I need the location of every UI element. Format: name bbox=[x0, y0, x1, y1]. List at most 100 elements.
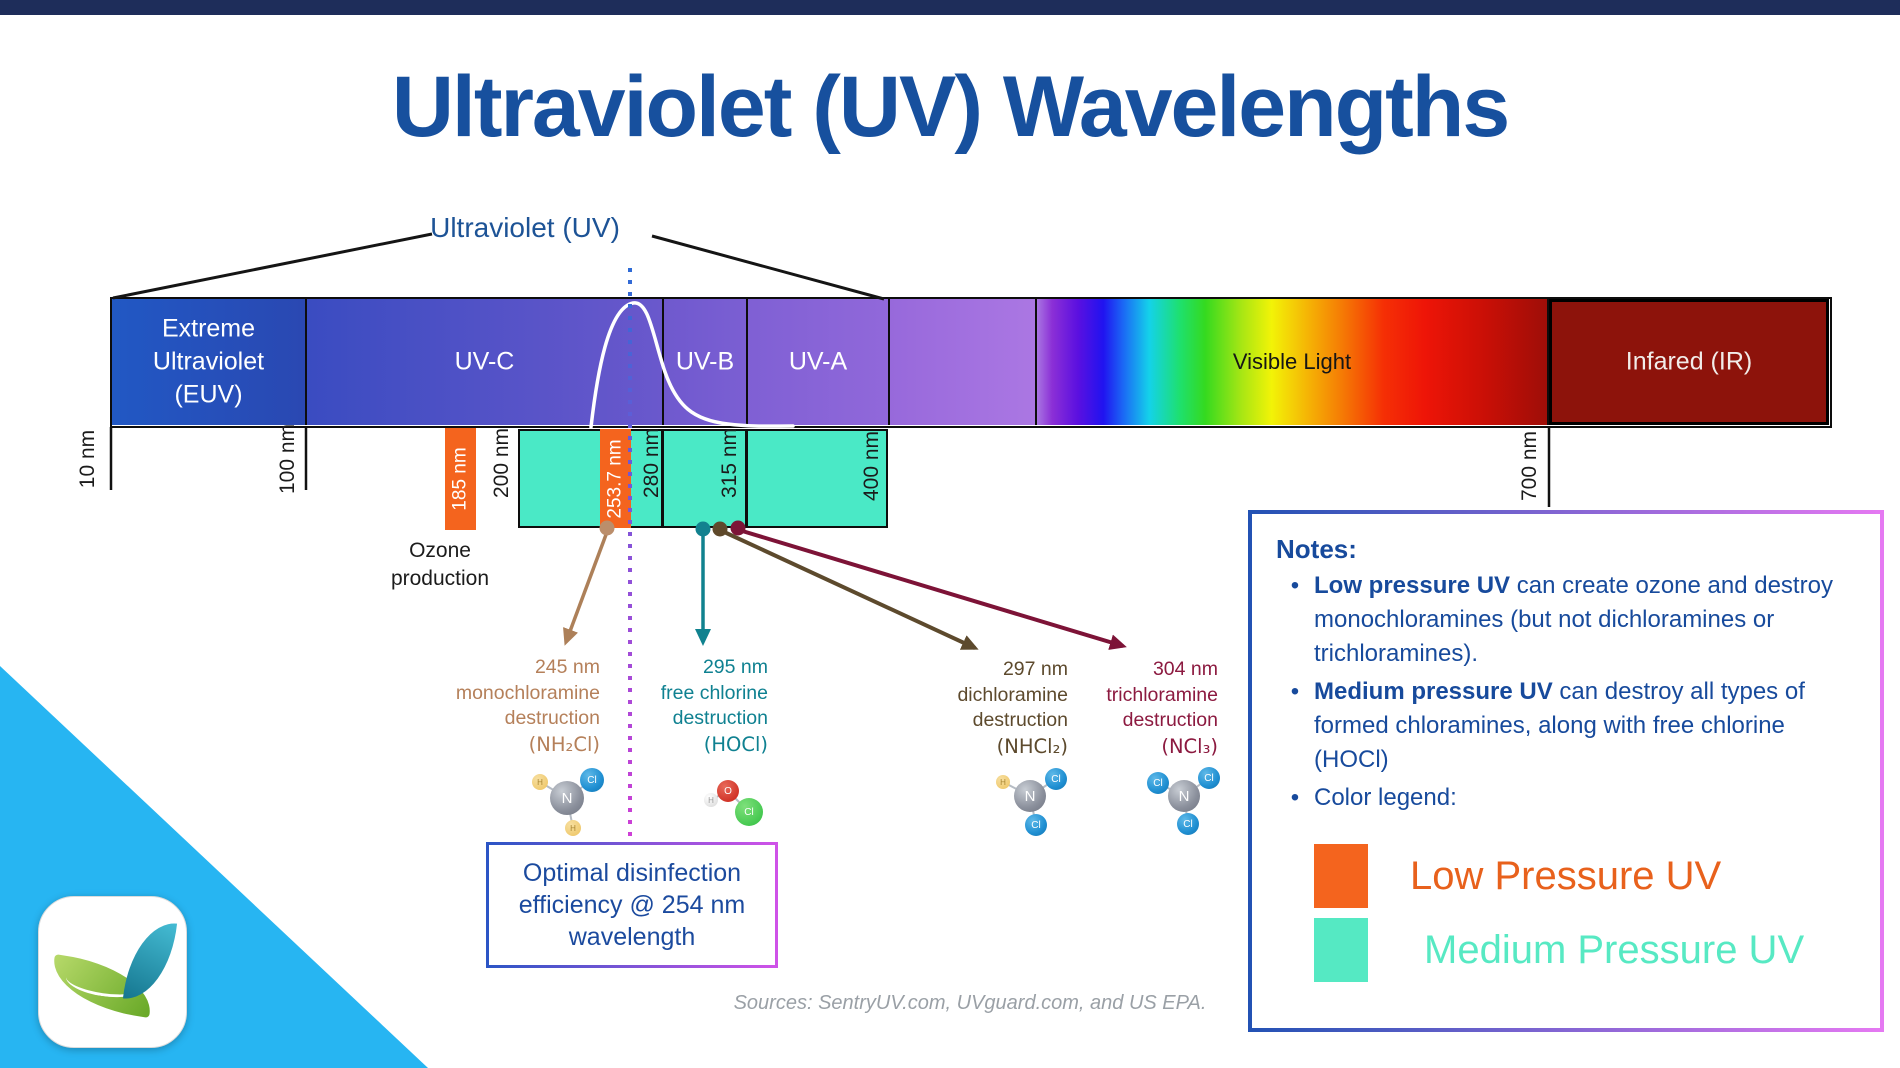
formula-ncl3: (NCl₃) bbox=[1161, 734, 1218, 758]
optimal-line-3: wavelength bbox=[568, 923, 696, 951]
label-304nm-trichloramine: 304 nm trichloramine destruction (NCl₃) bbox=[998, 657, 1218, 759]
optimal-line-1: Optimal disinfection bbox=[522, 859, 742, 887]
segment-visible-light: Visible Light bbox=[1037, 299, 1549, 425]
marker-label-253-7nm: 253.7 nm bbox=[604, 439, 626, 519]
bullet-bold-text: Medium pressure UV bbox=[1314, 678, 1553, 705]
target-dichloramine: dichloramine bbox=[957, 683, 1068, 706]
notes-heading: Notes: bbox=[1276, 534, 1357, 564]
formula-hocl: (HOCl) bbox=[703, 732, 768, 756]
spectrum-bar: Extreme Ultraviolet (EUV) UV-C UV-B UV-A… bbox=[110, 297, 1832, 428]
brand-logo bbox=[38, 896, 187, 1048]
atom-cl: Cl bbox=[1198, 767, 1220, 789]
bullet-rest-text: can create ozone and destroy monochloram… bbox=[1314, 572, 1833, 667]
segment-extreme-ultraviolet: Extreme Ultraviolet (EUV) bbox=[112, 299, 307, 425]
note-bullet-medium-pressure: • Medium pressure UV can destroy all typ… bbox=[1276, 675, 1842, 777]
action-destruction-3: destruction bbox=[972, 709, 1068, 731]
optimal-line-2: efficiency @ 254 nm bbox=[518, 891, 746, 919]
atom-cl: Cl bbox=[735, 798, 763, 826]
formula-nh2cl: (NH₂Cl) bbox=[528, 732, 600, 756]
atom-n: N bbox=[1014, 780, 1046, 812]
action-destruction-1: destruction bbox=[504, 707, 600, 729]
label-297nm-dichloramine: 297 nm dichloramine destruction (NHCl₂) bbox=[848, 657, 1068, 759]
atom-h: H bbox=[532, 774, 548, 790]
bullet-rest-text: can destroy all types of formed chlorami… bbox=[1314, 678, 1805, 773]
notes-content: Notes: • Low pressure UV can create ozon… bbox=[1276, 534, 1842, 815]
note-bullet-color-legend: • Color legend: bbox=[1276, 781, 1842, 815]
legend-swatch-medium-pressure bbox=[1314, 918, 1368, 982]
segment-label-infrared: Infared (IR) bbox=[1625, 347, 1753, 376]
tick-label-200nm: 200 nm bbox=[490, 427, 513, 499]
atom-o: O bbox=[717, 780, 739, 802]
atom-n: N bbox=[550, 781, 584, 815]
segment-violet bbox=[890, 299, 1037, 425]
medium-pressure-uv-band bbox=[518, 429, 888, 528]
tick-label-700nm: 700 nm bbox=[1518, 430, 1541, 502]
tick-label-10nm: 10 nm bbox=[76, 429, 99, 489]
segment-label-uv-a: UV-A bbox=[788, 347, 848, 376]
bracket-line-right bbox=[651, 234, 885, 301]
segment-uv-a: UV-A bbox=[748, 299, 890, 425]
tick-label-315nm: 315 nm bbox=[718, 427, 741, 499]
band-divider-315nm bbox=[745, 429, 748, 528]
label-245nm-monochloramine: 245 nm monochloramine destruction (NH₂Cl… bbox=[380, 655, 600, 757]
atom-h: H bbox=[704, 793, 718, 807]
ozone-line-2: production bbox=[390, 567, 490, 590]
tick-label-280nm: 280 nm bbox=[640, 427, 663, 499]
atom-n: N bbox=[1168, 780, 1200, 812]
molecule-bonds bbox=[539, 777, 1210, 829]
label-295nm-free-chlorine: 295 nm free chlorine destruction (HOCl) bbox=[548, 655, 768, 757]
page-title: Ultraviolet (UV) Wavelengths bbox=[391, 59, 1510, 155]
ozone-line-1: Ozone bbox=[409, 539, 471, 562]
action-destruction-4: destruction bbox=[1122, 709, 1218, 731]
notes-panel: Notes: • Low pressure UV can create ozon… bbox=[1248, 510, 1884, 1032]
target-monochloramine: monochloramine bbox=[455, 681, 600, 704]
legend-label-medium-pressure: Medium Pressure UV bbox=[1424, 928, 1805, 972]
segment-label-uv-c: UV-C bbox=[454, 347, 515, 376]
segment-label-visible-light: Visible Light bbox=[1232, 349, 1352, 374]
wavelength-245nm: 245 nm bbox=[534, 656, 600, 678]
tick-label-100nm: 100 nm bbox=[276, 423, 299, 495]
leaf-icon bbox=[122, 918, 178, 1004]
optimal-disinfection-callout: Optimal disinfection efficiency @ 254 nm… bbox=[486, 842, 778, 968]
ozone-production-label: Ozone production bbox=[350, 537, 530, 593]
atom-h: H bbox=[996, 775, 1010, 789]
atom-cl: Cl bbox=[580, 768, 604, 792]
note-bullet-low-pressure: • Low pressure UV can create ozone and d… bbox=[1276, 569, 1842, 671]
top-accent-bar bbox=[0, 0, 1900, 15]
atom-cl: Cl bbox=[1045, 768, 1067, 790]
wavelength-295nm: 295 nm bbox=[702, 656, 768, 678]
tick-label-400nm: 400 nm bbox=[860, 430, 883, 502]
bullet-dot: • bbox=[1290, 784, 1300, 811]
action-destruction-2: destruction bbox=[672, 707, 768, 729]
euv-line-1: Extreme bbox=[161, 314, 256, 343]
segment-label-uv-b: UV-B bbox=[675, 347, 735, 376]
target-free-chlorine: free chlorine bbox=[660, 681, 768, 704]
arrow-297nm bbox=[721, 529, 979, 650]
bullet-dot: • bbox=[1290, 678, 1300, 705]
bullet-text: Medium pressure UV can destroy all types… bbox=[1314, 675, 1842, 777]
segment-uv-c: UV-C bbox=[307, 299, 664, 425]
wavelength-304nm: 304 nm bbox=[1152, 658, 1218, 680]
formula-nhcl2: (NHCl₂) bbox=[996, 734, 1068, 758]
band-divider-280nm bbox=[661, 429, 664, 528]
sources-note: Sources: SentryUV.com, UVguard.com, and … bbox=[733, 992, 1207, 1014]
bullet-dot: • bbox=[1290, 572, 1300, 599]
segment-infrared: Infared (IR) bbox=[1549, 299, 1829, 425]
wavelength-297nm: 297 nm bbox=[1002, 658, 1068, 680]
legend-label-low-pressure: Low Pressure UV bbox=[1410, 854, 1722, 898]
segment-label-euv: Extreme Ultraviolet (EUV) bbox=[112, 313, 305, 412]
bullet-bold-text: Low pressure UV bbox=[1314, 572, 1511, 599]
euv-line-3: (EUV) bbox=[174, 380, 243, 409]
target-trichloramine: trichloramine bbox=[1106, 683, 1218, 706]
uv-bracket-label: Ultraviolet (UV) bbox=[430, 212, 620, 243]
marker-label-185nm: 185 nm bbox=[449, 447, 471, 511]
low-pressure-253nm-bar bbox=[600, 429, 631, 528]
bullet-rest-text: Color legend: bbox=[1314, 784, 1457, 811]
atom-cl: Cl bbox=[1177, 813, 1199, 835]
bullet-text: Color legend: bbox=[1314, 781, 1842, 815]
atom-h: H bbox=[565, 820, 581, 836]
bullet-text: Low pressure UV can create ozone and des… bbox=[1314, 569, 1842, 671]
low-pressure-185nm-bar bbox=[445, 428, 476, 530]
segment-uv-b: UV-B bbox=[664, 299, 748, 425]
